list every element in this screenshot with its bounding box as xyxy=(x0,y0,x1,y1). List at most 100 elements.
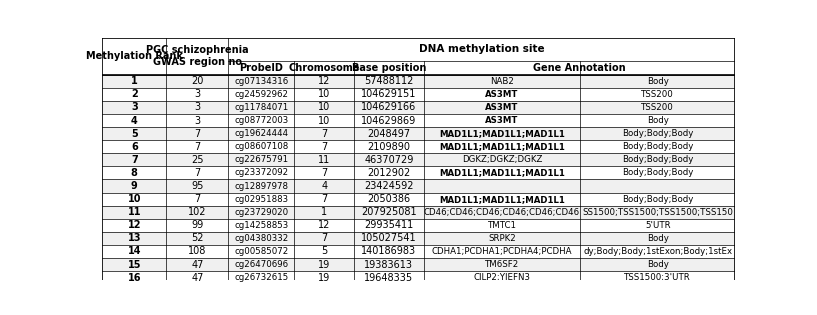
Text: 23424592: 23424592 xyxy=(364,181,413,191)
Bar xyxy=(102,140,735,153)
Bar xyxy=(102,232,735,245)
Text: 7: 7 xyxy=(321,142,328,152)
Text: 104629166: 104629166 xyxy=(361,102,417,112)
Text: TM6SF2: TM6SF2 xyxy=(485,260,519,269)
Text: 13: 13 xyxy=(127,233,141,243)
Text: 95: 95 xyxy=(191,181,203,191)
Text: 7: 7 xyxy=(194,129,201,139)
Text: 140186983: 140186983 xyxy=(361,246,417,256)
Text: 7: 7 xyxy=(194,194,201,204)
Text: TSS200: TSS200 xyxy=(641,103,674,112)
Text: MAD1L1;MAD1L1;MAD1L1: MAD1L1;MAD1L1;MAD1L1 xyxy=(439,142,565,151)
Text: DNA methylation site: DNA methylation site xyxy=(419,44,545,54)
Text: 10: 10 xyxy=(318,89,330,100)
Bar xyxy=(102,271,735,284)
Bar xyxy=(102,258,735,271)
Text: cg00585072: cg00585072 xyxy=(234,247,288,256)
Text: cg14258853: cg14258853 xyxy=(234,221,288,230)
Bar xyxy=(102,153,735,166)
Text: 2048497: 2048497 xyxy=(368,129,410,139)
Text: Methylation Rank: Methylation Rank xyxy=(86,51,183,61)
Text: 20: 20 xyxy=(191,76,203,86)
Text: NAB2: NAB2 xyxy=(490,77,514,86)
Bar xyxy=(102,245,735,258)
Text: 105027541: 105027541 xyxy=(361,233,417,243)
Text: TSS200: TSS200 xyxy=(641,90,674,99)
Text: 19: 19 xyxy=(318,260,330,270)
Text: 12: 12 xyxy=(318,220,330,230)
Text: 5'UTR: 5'UTR xyxy=(645,221,671,230)
Text: 11: 11 xyxy=(318,155,330,165)
Text: CDHA1;PCDHA1;PCDHA4;PCDHA: CDHA1;PCDHA1;PCDHA4;PCDHA xyxy=(431,247,572,256)
Text: Body;Body;Body: Body;Body;Body xyxy=(622,129,694,138)
Text: 16: 16 xyxy=(127,273,141,283)
Text: 11: 11 xyxy=(127,207,141,217)
Text: 15: 15 xyxy=(127,260,141,270)
Text: Body: Body xyxy=(647,234,669,243)
Text: Chromosome: Chromosome xyxy=(288,63,359,73)
Bar xyxy=(102,219,735,232)
Text: 19383613: 19383613 xyxy=(364,260,413,270)
Text: 2109890: 2109890 xyxy=(368,142,410,152)
Text: Body;Body;Body: Body;Body;Body xyxy=(622,195,694,203)
Text: 8: 8 xyxy=(131,168,138,178)
Text: Body;Body;Body: Body;Body;Body xyxy=(622,169,694,177)
Text: Body: Body xyxy=(647,77,669,86)
Text: 207925081: 207925081 xyxy=(361,207,417,217)
Text: cg23372092: cg23372092 xyxy=(234,169,288,177)
Text: TMTC1: TMTC1 xyxy=(488,221,516,230)
Text: Base position: Base position xyxy=(351,63,426,73)
Text: 4: 4 xyxy=(131,116,137,126)
Text: cg08772003: cg08772003 xyxy=(234,116,288,125)
Text: 5: 5 xyxy=(131,129,137,139)
Bar xyxy=(102,88,735,101)
Bar xyxy=(102,180,735,192)
Text: AS3MT: AS3MT xyxy=(485,116,519,125)
Text: 1: 1 xyxy=(131,76,137,86)
Text: 1: 1 xyxy=(321,207,328,217)
Text: 57488112: 57488112 xyxy=(364,76,413,86)
Text: 7: 7 xyxy=(321,233,328,243)
Bar xyxy=(102,114,735,127)
Text: Body: Body xyxy=(647,260,669,269)
Bar xyxy=(102,38,735,75)
Text: 2050386: 2050386 xyxy=(368,194,410,204)
Text: MAD1L1;MAD1L1;MAD1L1: MAD1L1;MAD1L1;MAD1L1 xyxy=(439,169,565,177)
Bar xyxy=(102,127,735,140)
Text: 10: 10 xyxy=(318,102,330,112)
Text: 7: 7 xyxy=(194,142,201,152)
Text: 25: 25 xyxy=(191,155,203,165)
Text: CILP2;YJEFN3: CILP2;YJEFN3 xyxy=(474,273,530,282)
Bar xyxy=(102,192,735,206)
Text: 3: 3 xyxy=(194,89,200,100)
Text: SS1500;TSS1500;TSS1500;TSS150: SS1500;TSS1500;TSS1500;TSS150 xyxy=(583,208,733,217)
Text: cg02951883: cg02951883 xyxy=(234,195,288,203)
Text: 19: 19 xyxy=(318,273,330,283)
Text: 7: 7 xyxy=(194,168,201,178)
Text: SRPK2: SRPK2 xyxy=(488,234,516,243)
Text: AS3MT: AS3MT xyxy=(485,103,519,112)
Text: 5: 5 xyxy=(321,246,328,256)
Text: 108: 108 xyxy=(188,246,207,256)
Text: cg11784071: cg11784071 xyxy=(234,103,288,112)
Bar xyxy=(102,101,735,114)
Text: 102: 102 xyxy=(188,207,207,217)
Text: 14: 14 xyxy=(127,246,141,256)
Text: 7: 7 xyxy=(321,168,328,178)
Text: TSS1500;3'UTR: TSS1500;3'UTR xyxy=(624,273,691,282)
Text: Body: Body xyxy=(647,116,669,125)
Text: 10: 10 xyxy=(127,194,141,204)
Text: cg26470696: cg26470696 xyxy=(234,260,288,269)
Text: cg04380332: cg04380332 xyxy=(234,234,288,243)
Text: 2012902: 2012902 xyxy=(368,168,410,178)
Bar xyxy=(102,75,735,88)
Text: 47: 47 xyxy=(191,260,203,270)
Bar xyxy=(102,166,735,180)
Text: 47: 47 xyxy=(191,273,203,283)
Text: 4: 4 xyxy=(321,181,328,191)
Text: AS3MT: AS3MT xyxy=(485,90,519,99)
Text: dy;Body;Body;1stExon;Body;1stEx: dy;Body;Body;1stExon;Body;1stEx xyxy=(583,247,732,256)
Text: PGC schizophrenia
GWAS region no: PGC schizophrenia GWAS region no xyxy=(146,45,248,67)
Text: DGKZ;DGKZ;DGKZ: DGKZ;DGKZ;DGKZ xyxy=(462,155,542,164)
Text: 104629151: 104629151 xyxy=(361,89,417,100)
